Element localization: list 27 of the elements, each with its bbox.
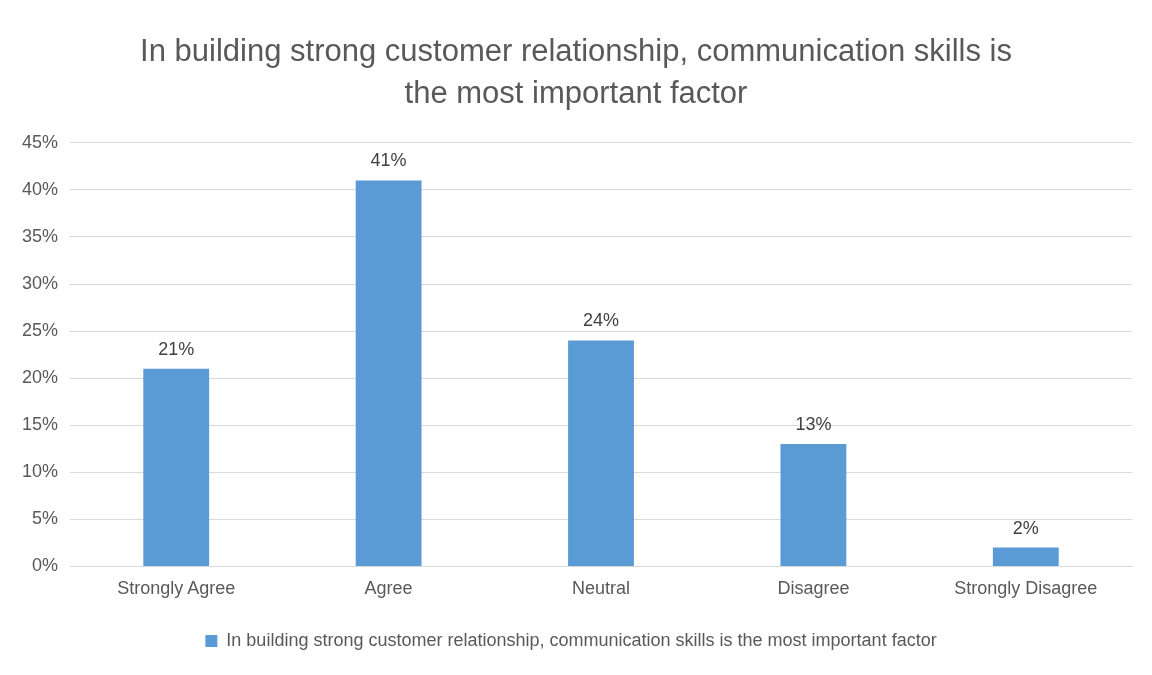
y-tick-label: 10%	[22, 461, 59, 482]
x-tick-label: Neutral	[572, 578, 631, 599]
data-label: 41%	[370, 150, 407, 171]
y-tick-label: 30%	[22, 272, 59, 293]
data-label: 24%	[583, 310, 620, 331]
x-tick-label: Strongly Agree	[117, 578, 236, 599]
data-label: 2%	[1012, 517, 1039, 538]
x-tick-label: Strongly Disagree	[954, 578, 1098, 599]
y-tick-label: 35%	[22, 225, 59, 246]
x-tick-label: Disagree	[777, 578, 850, 599]
data-label: 21%	[158, 338, 195, 359]
bar	[355, 180, 422, 566]
y-tick-label: 45%	[22, 131, 59, 152]
legend-label: In building strong customer relationship, communication skills is the most important factor	[226, 629, 937, 650]
y-tick-label: 0%	[32, 555, 59, 576]
bar	[568, 340, 634, 566]
x-tick-label: Agree	[364, 578, 413, 599]
y-tick-label: 5%	[32, 508, 59, 529]
y-tick-label: 20%	[22, 367, 59, 388]
y-tick-label: 40%	[22, 178, 59, 199]
bar	[143, 368, 210, 566]
bar	[992, 547, 1059, 566]
bar	[780, 444, 847, 566]
data-label: 13%	[795, 414, 832, 434]
y-tick-label: 25%	[22, 320, 59, 341]
y-tick-label: 15%	[22, 414, 59, 435]
chart-title: In building strong customer relationship, communication skills is the most important factor	[139, 32, 1013, 112]
